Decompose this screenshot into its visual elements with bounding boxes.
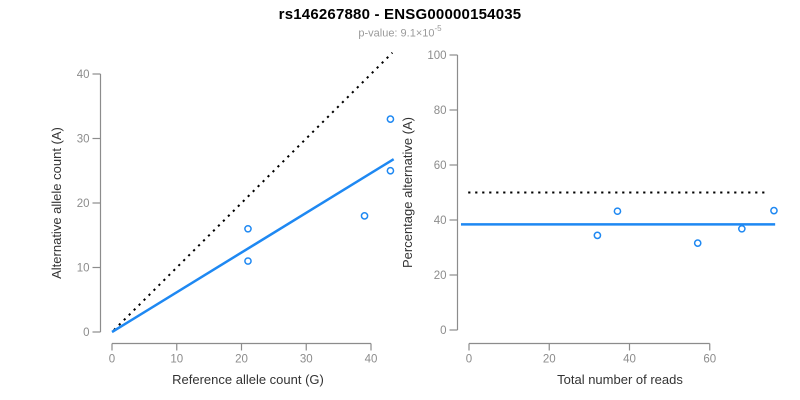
right-x-tick-label: 20: [543, 354, 556, 366]
left-x-axis-title: Reference allele count (G): [172, 372, 324, 387]
right-y-tick-label: 60: [434, 160, 447, 172]
left-x-tick-label: 40: [365, 354, 378, 366]
right-y-axis-title: Percentage alternative (A): [400, 117, 415, 268]
right-scatter-point: [593, 231, 602, 240]
plot-title: rs146267880 - ENSG00000154035: [278, 6, 522, 23]
right-scatter-point: [738, 224, 746, 233]
left-y-axis-title: Alternative allele count (A): [49, 127, 64, 279]
right-scatter-point: [770, 206, 778, 215]
right-y-tick-label: 80: [434, 105, 447, 117]
right-y-tick-label: 100: [427, 50, 446, 62]
right-x-tick-label: 40: [623, 354, 636, 366]
left-scatter-point: [244, 257, 252, 265]
right-y-tick-label: 0: [440, 325, 446, 337]
right-scatter-point: [693, 239, 702, 247]
left-scatter-point: [386, 166, 395, 175]
left-y-tick-label: 0: [83, 327, 89, 339]
left-x-tick-label: 0: [109, 354, 115, 366]
left-fit-line: [111, 158, 395, 334]
right-y-tick-label: 20: [434, 270, 447, 282]
left-y-tick-label: 10: [77, 263, 90, 275]
left-y-tick-label: 20: [77, 198, 90, 210]
right-x-tick-label: 0: [466, 354, 472, 366]
plot-subtitle: p-value: 9.1×10-5: [0, 24, 800, 40]
left-scatter-point: [244, 224, 252, 233]
right-x-tick-label: 60: [703, 354, 716, 366]
p-value-text: p-value: 9.1×10: [358, 27, 435, 40]
p-value-exponent: -5: [434, 24, 442, 33]
left-y-tick-label: 30: [77, 134, 90, 146]
left-y-tick-label: 40: [77, 69, 90, 81]
right-y-tick-label: 40: [434, 215, 447, 227]
left-scatter-point: [360, 212, 369, 220]
left-x-tick-label: 10: [170, 354, 183, 366]
left-x-tick-label: 20: [235, 354, 248, 366]
left-x-tick-label: 30: [300, 354, 313, 366]
right-x-axis-title: Total number of reads: [557, 372, 683, 387]
left-scatter-point: [386, 115, 395, 124]
right-scatter-point: [613, 207, 622, 216]
left-identity-line: [113, 52, 394, 331]
